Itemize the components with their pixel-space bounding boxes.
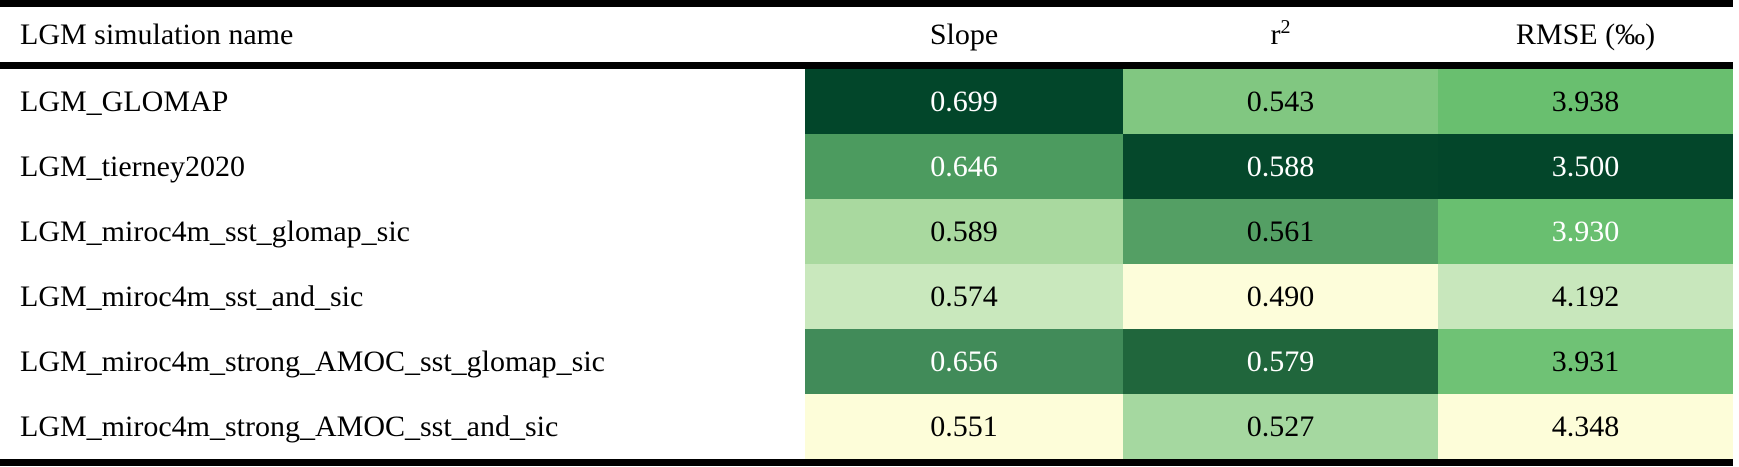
slope-cell: 0.699	[805, 65, 1123, 134]
table-row: LGM_miroc4m_sst_and_sic 0.574 0.490 4.19…	[0, 264, 1733, 329]
rmse-cell: 3.930	[1438, 199, 1733, 264]
r2-cell: 0.490	[1123, 264, 1438, 329]
rmse-cell: 3.931	[1438, 329, 1733, 394]
r2-cell: 0.561	[1123, 199, 1438, 264]
simulation-name-cell: LGM_miroc4m_strong_AMOC_sst_glomap_sic	[0, 329, 805, 394]
simulation-name-cell: LGM_miroc4m_sst_and_sic	[0, 264, 805, 329]
table-body: LGM_GLOMAP 0.699 0.543 3.938 LGM_tierney…	[0, 65, 1733, 466]
column-header-r2: r2	[1123, 0, 1438, 69]
simulation-name-cell: LGM_GLOMAP	[0, 65, 805, 134]
table-row: LGM_miroc4m_strong_AMOC_sst_glomap_sic 0…	[0, 329, 1733, 394]
simulation-name-cell: LGM_tierney2020	[0, 134, 805, 199]
table-row: LGM_miroc4m_strong_AMOC_sst_and_sic 0.55…	[0, 394, 1733, 466]
column-header-slope: Slope	[805, 0, 1123, 69]
r2-cell: 0.527	[1123, 394, 1438, 466]
r2-cell: 0.579	[1123, 329, 1438, 394]
column-header-simulation-name: LGM simulation name	[0, 0, 805, 69]
slope-cell: 0.656	[805, 329, 1123, 394]
column-header-rmse: RMSE (‰)	[1438, 0, 1733, 69]
slope-cell: 0.646	[805, 134, 1123, 199]
r2-cell: 0.588	[1123, 134, 1438, 199]
r2-superscript: 2	[1280, 15, 1291, 38]
rmse-cell: 4.348	[1438, 394, 1733, 466]
rmse-cell: 3.938	[1438, 65, 1733, 134]
header-row: LGM simulation name Slope r2 RMSE (‰)	[0, 0, 1733, 69]
simulation-name-cell: LGM_miroc4m_sst_glomap_sic	[0, 199, 805, 264]
slope-cell: 0.574	[805, 264, 1123, 329]
slope-cell: 0.551	[805, 394, 1123, 466]
r2-cell: 0.543	[1123, 65, 1438, 134]
table-row: LGM_tierney2020 0.646 0.588 3.500	[0, 134, 1733, 199]
simulation-name-cell: LGM_miroc4m_strong_AMOC_sst_and_sic	[0, 394, 805, 466]
rmse-cell: 3.500	[1438, 134, 1733, 199]
table-header: LGM simulation name Slope r2 RMSE (‰)	[0, 0, 1733, 69]
table-row: LGM_miroc4m_sst_glomap_sic 0.589 0.561 3…	[0, 199, 1733, 264]
r2-base: r	[1270, 17, 1281, 51]
rmse-cell: 4.192	[1438, 264, 1733, 329]
table-row: LGM_GLOMAP 0.699 0.543 3.938	[0, 65, 1733, 134]
slope-cell: 0.589	[805, 199, 1123, 264]
